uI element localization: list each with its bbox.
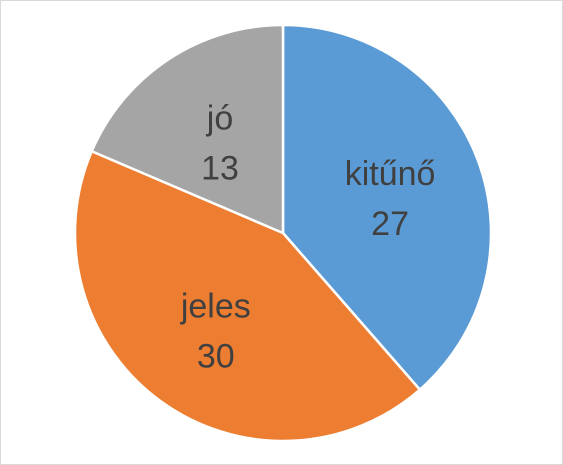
slice-category-label: jó — [206, 100, 233, 138]
pie-labels: kitűnő 27 jeles 30 jó 13 — [180, 100, 436, 376]
slice-value-label: 27 — [371, 205, 409, 243]
pie-slice-0 — [281, 23, 493, 391]
pie-slice-1 — [73, 150, 422, 443]
slice-value-label: 30 — [197, 338, 235, 376]
pie-slice-2 — [90, 23, 285, 235]
pie-slices — [73, 23, 493, 443]
slice-category-label: jeles — [180, 288, 251, 326]
slice-value-label: 13 — [201, 150, 239, 188]
slice-category-label: kitűnő — [345, 155, 436, 193]
